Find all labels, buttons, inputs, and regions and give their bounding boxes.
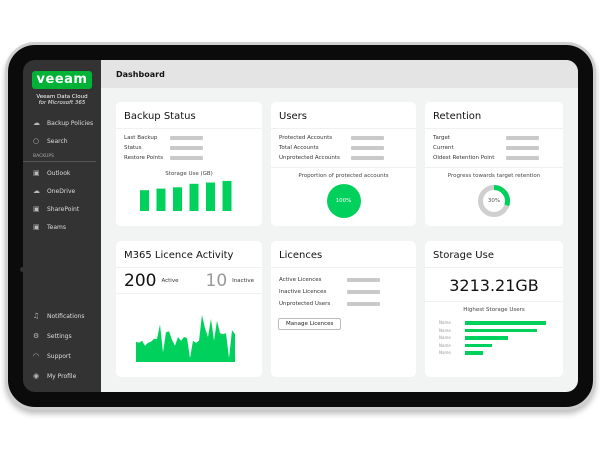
info-row: Oldest Retention Point — [425, 153, 563, 163]
nav-my-profile[interactable]: ◉ My Profile — [33, 372, 77, 380]
nav-settings[interactable]: ⚙ Settings — [33, 332, 72, 340]
camera — [20, 267, 25, 272]
storage-user-row: Name — [425, 319, 563, 327]
chart-caption: Storage Use (GB) — [165, 171, 213, 177]
bar — [222, 180, 232, 211]
card-title: Storage Use — [425, 241, 563, 268]
retention-card: Retention Target Current Oldest Retentio… — [425, 102, 563, 226]
value-placeholder — [351, 156, 384, 160]
backup-status-card: Backup Status Last Backup Status Restore… — [116, 102, 262, 226]
inactive-count: 10 — [205, 270, 228, 291]
nav-sharepoint[interactable]: ▣ SharePoint — [33, 205, 80, 213]
user-icon: ◉ — [33, 372, 40, 380]
info-row: Unprotected Accounts — [271, 153, 416, 163]
user-name: Name — [439, 327, 451, 333]
storage-users-chart: Name Name Name Name Name — [425, 319, 563, 357]
value-placeholder — [347, 278, 380, 282]
value-placeholder — [347, 290, 380, 294]
info-row: Protected Accounts — [271, 133, 416, 143]
bell-icon: ♫ — [33, 312, 40, 320]
veeam-logo: veeam — [32, 71, 92, 89]
chart-caption: Highest Storage Users — [463, 307, 525, 313]
bar — [173, 187, 182, 211]
main-content: Dashboard Backup Status Last Backup Stat… — [101, 60, 578, 392]
retention-donut — [478, 185, 510, 217]
search-icon: ○ — [33, 137, 40, 145]
licences-card: Licences Active Licences Inactive Licenc… — [271, 241, 416, 377]
licence-activity-card: M365 Licence Activity 200 Active 10 Inac… — [116, 241, 262, 377]
storage-bar — [465, 328, 538, 332]
info-row: Current — [425, 143, 563, 153]
storage-user-row: Name — [425, 349, 563, 357]
storage-bar-chart — [140, 180, 232, 211]
info-row: Total Accounts — [271, 143, 416, 153]
nav-outlook[interactable]: ▣ Outlook — [33, 169, 71, 177]
brand-subtitle: for Microsoft 365 — [38, 100, 86, 106]
sidebar: veeam Veeam Data Cloud for Microsoft 365… — [23, 60, 101, 392]
value-placeholder — [506, 156, 539, 160]
nav-search[interactable]: ○ Search — [33, 137, 68, 145]
storage-user-row: Name — [425, 327, 563, 335]
page-title: Dashboard — [101, 60, 578, 88]
teams-icon: ▣ — [33, 223, 40, 231]
card-title: Users — [271, 102, 416, 129]
section-label: BACKUPS — [23, 154, 96, 162]
info-row: Inactive Licences — [271, 286, 416, 298]
user-name: Name — [439, 342, 451, 348]
value-placeholder — [170, 146, 203, 150]
user-name: Name — [439, 335, 451, 341]
storage-bar — [465, 343, 492, 347]
nav-notifications[interactable]: ♫ Notifications — [33, 312, 85, 320]
user-name: Name — [439, 350, 451, 356]
bar — [189, 183, 199, 211]
activity-area — [136, 314, 235, 362]
chart-caption: Progress towards target retention — [425, 167, 563, 179]
headset-icon: ◠ — [33, 352, 40, 360]
active-count: 200 — [124, 270, 157, 291]
onedrive-icon: ☁ — [33, 187, 40, 195]
storage-bar — [465, 336, 508, 340]
chart-caption: Proportion of protected accounts — [271, 167, 416, 179]
licence-area-chart — [136, 314, 235, 362]
users-card: Users Protected Accounts Total Accounts … — [271, 102, 416, 226]
storage-user-row: Name — [425, 334, 563, 342]
info-row: Status — [116, 143, 262, 153]
nav-backup-policies[interactable]: ☁ Backup Policies — [33, 119, 94, 127]
nav-teams[interactable]: ▣ Teams — [33, 223, 66, 231]
value-placeholder — [170, 136, 203, 140]
nav-support[interactable]: ◠ Support — [33, 352, 71, 360]
bar — [140, 190, 149, 211]
bar — [206, 182, 215, 211]
info-row: Restore Points — [116, 153, 262, 163]
card-title: M365 Licence Activity — [116, 241, 262, 268]
storage-bar — [465, 351, 483, 355]
brand-name: Veeam Data Cloud — [36, 94, 88, 100]
storage-use-card: Storage Use 3213.21GB Highest Storage Us… — [425, 241, 563, 377]
sharepoint-icon: ▣ — [33, 205, 40, 213]
card-title: Retention — [425, 102, 563, 129]
gear-icon: ⚙ — [33, 332, 40, 340]
value-placeholder — [351, 146, 384, 150]
manage-licences-button[interactable]: Manage Licences — [278, 318, 342, 330]
info-row: Last Backup — [116, 133, 262, 143]
protected-pie: 100% — [326, 184, 361, 218]
value-placeholder — [170, 156, 203, 160]
card-title: Licences — [271, 241, 416, 268]
nav-onedrive[interactable]: ☁ OneDrive — [33, 187, 76, 195]
value-placeholder — [347, 302, 380, 306]
card-title: Backup Status — [116, 102, 262, 129]
outlook-icon: ▣ — [33, 169, 40, 177]
info-row: Unprotected Users — [271, 298, 416, 310]
value-placeholder — [351, 136, 384, 140]
storage-user-row: Name — [425, 342, 563, 350]
cloud-upload-icon: ☁ — [33, 119, 40, 127]
storage-total: 3213.21GB — [425, 268, 563, 302]
value-placeholder — [506, 146, 539, 150]
info-row: Active Licences — [271, 274, 416, 286]
info-row: Target — [425, 133, 563, 143]
storage-bar — [465, 321, 546, 325]
value-placeholder — [506, 136, 539, 140]
bar — [156, 188, 166, 211]
user-name: Name — [439, 320, 451, 326]
